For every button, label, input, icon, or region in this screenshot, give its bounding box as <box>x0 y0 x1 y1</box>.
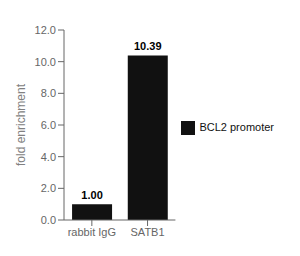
html-text:BCL2 promoter: BCL2 promoter <box>199 121 274 133</box>
svg-text:fold enrichment: fold enrichment <box>14 83 28 166</box>
svg-text:8.0: 8.0 <box>41 87 56 99</box>
svg-text:10.0: 10.0 <box>35 56 56 68</box>
svg-text:2.0: 2.0 <box>41 182 56 194</box>
svg-text:0.0: 0.0 <box>41 214 56 226</box>
svg-text:SATB1: SATB1 <box>131 226 165 238</box>
svg-text:1.00: 1.00 <box>81 189 102 201</box>
svg-text:6.0: 6.0 <box>41 119 56 131</box>
svg-text:rabbit IgG: rabbit IgG <box>68 226 116 238</box>
svg-text:12.0: 12.0 <box>35 24 56 36</box>
svg-text:4.0: 4.0 <box>41 151 56 163</box>
svg-text:10.39: 10.39 <box>134 40 162 52</box>
